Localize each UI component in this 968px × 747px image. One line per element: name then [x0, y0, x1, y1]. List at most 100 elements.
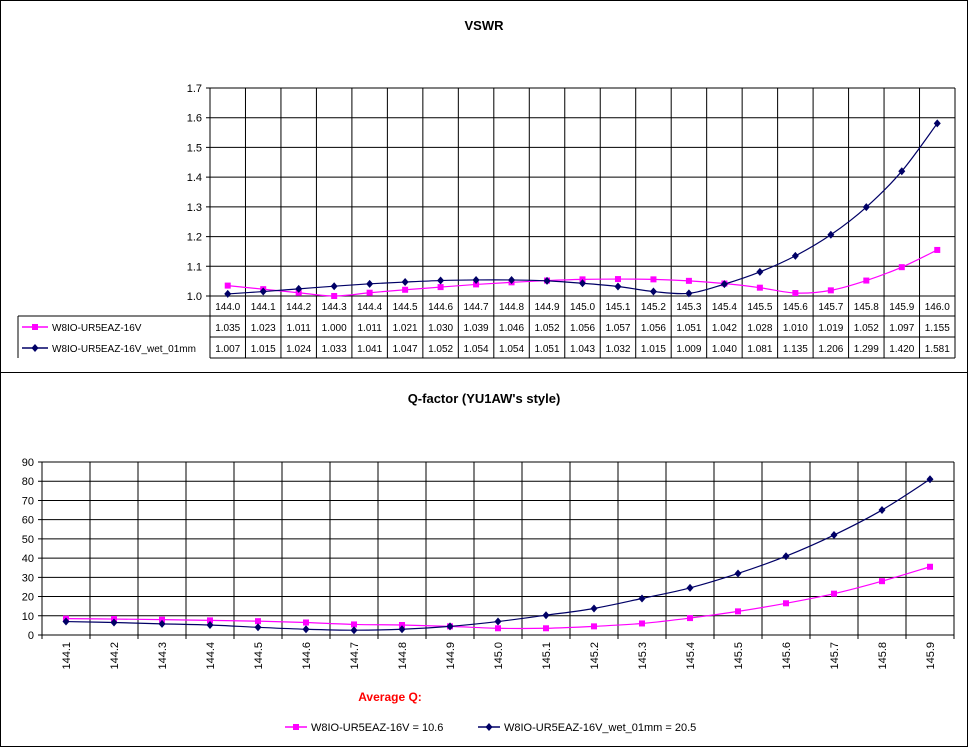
- table-value: 1.206: [818, 344, 843, 355]
- category-label: 145.2: [641, 302, 666, 313]
- data-point: [543, 276, 551, 285]
- data-point: [591, 623, 597, 630]
- table-value: 1.032: [605, 344, 630, 355]
- data-point: [110, 618, 118, 627]
- data-point: [401, 278, 409, 287]
- data-point: [495, 625, 501, 632]
- category-label: 144.5: [253, 642, 265, 670]
- data-point: [685, 289, 693, 298]
- category-label: 145.4: [685, 642, 697, 670]
- data-point: [494, 617, 502, 626]
- table-value: 1.009: [676, 344, 701, 355]
- category-label: 144.6: [301, 642, 313, 670]
- category-label: 144.8: [499, 302, 524, 313]
- data-point: [879, 578, 885, 585]
- category-label: 145.8: [854, 302, 879, 313]
- table-value: 1.041: [357, 344, 382, 355]
- vswr-chart: 1.0 1.1 1.2 1.3 1.4 1.5 1.6 1.7 144.0 144.1 144.2 1…: [17, 83, 956, 359]
- table-value: 1.033: [322, 344, 347, 355]
- data-point: [862, 203, 870, 212]
- data-point: [933, 119, 941, 128]
- table-value: 1.028: [747, 323, 772, 334]
- data-point: [898, 167, 906, 176]
- table-value: 1.015: [641, 344, 666, 355]
- data-point: [827, 287, 834, 294]
- y-tick-label: 1.1: [187, 261, 202, 273]
- data-point: [472, 275, 480, 284]
- data-point: [254, 623, 262, 632]
- category-label: 145.9: [889, 302, 914, 313]
- data-point: [446, 622, 454, 631]
- data-point: [720, 280, 728, 289]
- table-value: 1.057: [605, 323, 630, 334]
- data-point: [783, 600, 789, 607]
- category-label: 144.3: [157, 642, 169, 670]
- category-label: 144.0: [215, 302, 240, 313]
- table-value: 1.056: [641, 323, 666, 334]
- category-label: 145.7: [829, 642, 841, 670]
- data-point: [366, 279, 374, 288]
- data-point: [207, 617, 213, 624]
- data-point: [898, 264, 905, 271]
- table-value: 1.299: [854, 344, 879, 355]
- table-value: 1.046: [499, 323, 524, 334]
- y-tick-label: 0: [28, 630, 34, 642]
- data-point: [830, 531, 838, 540]
- table-value: 1.054: [464, 344, 489, 355]
- category-label: 144.1: [251, 302, 276, 313]
- data-point: [791, 251, 799, 260]
- category-label: 144.9: [535, 302, 560, 313]
- category-label: 145.6: [783, 302, 808, 313]
- category-label: 145.2: [589, 642, 601, 670]
- table-value: 1.052: [854, 323, 879, 334]
- data-point: [687, 615, 693, 622]
- data-point: [437, 276, 445, 285]
- data-point: [303, 619, 309, 626]
- data-point: [685, 277, 692, 284]
- category-label: 145.0: [493, 642, 505, 670]
- data-point: [579, 279, 586, 288]
- y-tick-label: 30: [22, 572, 34, 584]
- y-tick-label: 1.3: [187, 202, 202, 214]
- data-point: [735, 608, 741, 615]
- data-point: [159, 616, 165, 623]
- data-point: [473, 281, 480, 288]
- legend-marker: [31, 344, 39, 352]
- legend-marker: [293, 724, 299, 730]
- y-tick-label: 1.5: [187, 142, 202, 154]
- vswr-chart-area: [0, 0, 968, 373]
- category-label: 144.1: [61, 642, 73, 670]
- table-value: 1.052: [535, 323, 560, 334]
- data-point: [508, 275, 516, 284]
- category-label: 144.2: [286, 302, 311, 313]
- q-chart: 0 10 20 30 40 50 60 70 80 90 144.1 144.2 144.3 144.4 1…: [22, 457, 955, 734]
- data-point: [686, 583, 694, 592]
- y-tick-label: 1.2: [187, 232, 202, 244]
- data-point: [650, 276, 657, 283]
- data-point: [863, 277, 870, 284]
- data-point: [639, 620, 645, 627]
- table-value: 1.040: [712, 344, 737, 355]
- category-label: 145.5: [747, 302, 772, 313]
- table-value: 1.035: [215, 323, 240, 334]
- category-label: 145.5: [733, 642, 745, 670]
- y-tick-label: 50: [22, 534, 34, 546]
- category-label: 145.7: [818, 302, 843, 313]
- category-label: 145.1: [541, 642, 553, 670]
- category-label: 144.5: [393, 302, 418, 313]
- y-tick-label: 1.0: [187, 291, 202, 303]
- table-value: 1.051: [676, 323, 701, 334]
- data-point: [302, 625, 310, 634]
- table-value: 1.047: [393, 344, 418, 355]
- table-value: 1.081: [747, 344, 772, 355]
- data-point: [827, 230, 835, 239]
- table-value: 1.024: [286, 344, 311, 355]
- data-point: [399, 622, 405, 629]
- table-value: 1.581: [925, 344, 950, 355]
- category-label: 145.0: [570, 302, 595, 313]
- table-value: 1.011: [357, 323, 382, 334]
- table-value: 1.051: [535, 344, 560, 355]
- data-point: [638, 594, 646, 603]
- data-point: [614, 282, 622, 291]
- data-point: [206, 621, 214, 630]
